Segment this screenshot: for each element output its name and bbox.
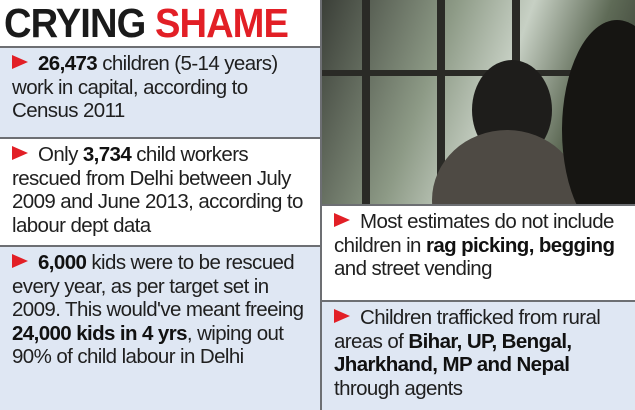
photo-children-at-window — [322, 0, 635, 204]
fact-text: Only — [38, 143, 83, 166]
column-divider — [320, 0, 322, 410]
fact-highlight: 6,000 — [38, 251, 87, 274]
red-arrowhead-icon — [334, 309, 350, 323]
red-arrowhead-icon — [12, 55, 28, 69]
headline: CRYING SHAME — [4, 0, 298, 46]
fact-text: Most estimates do not include children i… — [334, 210, 614, 257]
fact-text: Children trafficked from rural areas of — [334, 306, 601, 353]
red-arrowhead-icon — [334, 213, 350, 227]
red-arrowhead-icon — [12, 146, 28, 160]
fact-box: Children trafficked from rural areas of … — [322, 300, 635, 410]
fact-text: kids were to be rescued every year, as p… — [12, 251, 304, 321]
fact-text: through agents — [334, 376, 463, 400]
fact-box: 26,473 children (5-14 years) work in cap… — [0, 46, 320, 137]
fact-highlight: Bihar, UP, Bengal, Jharkhand, MP and Nep… — [334, 329, 572, 377]
fact-highlight: 24,000 kids in 4 yrs — [12, 321, 188, 345]
red-arrowhead-icon — [12, 254, 28, 268]
headline-part-2: SHAME — [154, 0, 289, 46]
fact-box: 6,000 kids were to be rescued every year… — [0, 245, 320, 410]
fact-text: children (5-14 years) work in capital, a… — [12, 52, 278, 122]
fact-highlight: 3,734 — [82, 143, 132, 166]
fact-text: , wiping out 90% of child labour in Delh… — [12, 321, 284, 369]
fact-text: and street vending — [334, 257, 492, 280]
fact-text: child workers rescued from Delhi between… — [12, 143, 303, 237]
headline-part-1: CRYING — [4, 0, 155, 46]
fact-box: Only 3,734 child workers rescued from De… — [0, 137, 320, 245]
fact-highlight: rag picking, begging — [425, 233, 615, 257]
fact-box: Most estimates do not include children i… — [322, 204, 635, 300]
fact-highlight: 26,473 — [38, 52, 98, 75]
